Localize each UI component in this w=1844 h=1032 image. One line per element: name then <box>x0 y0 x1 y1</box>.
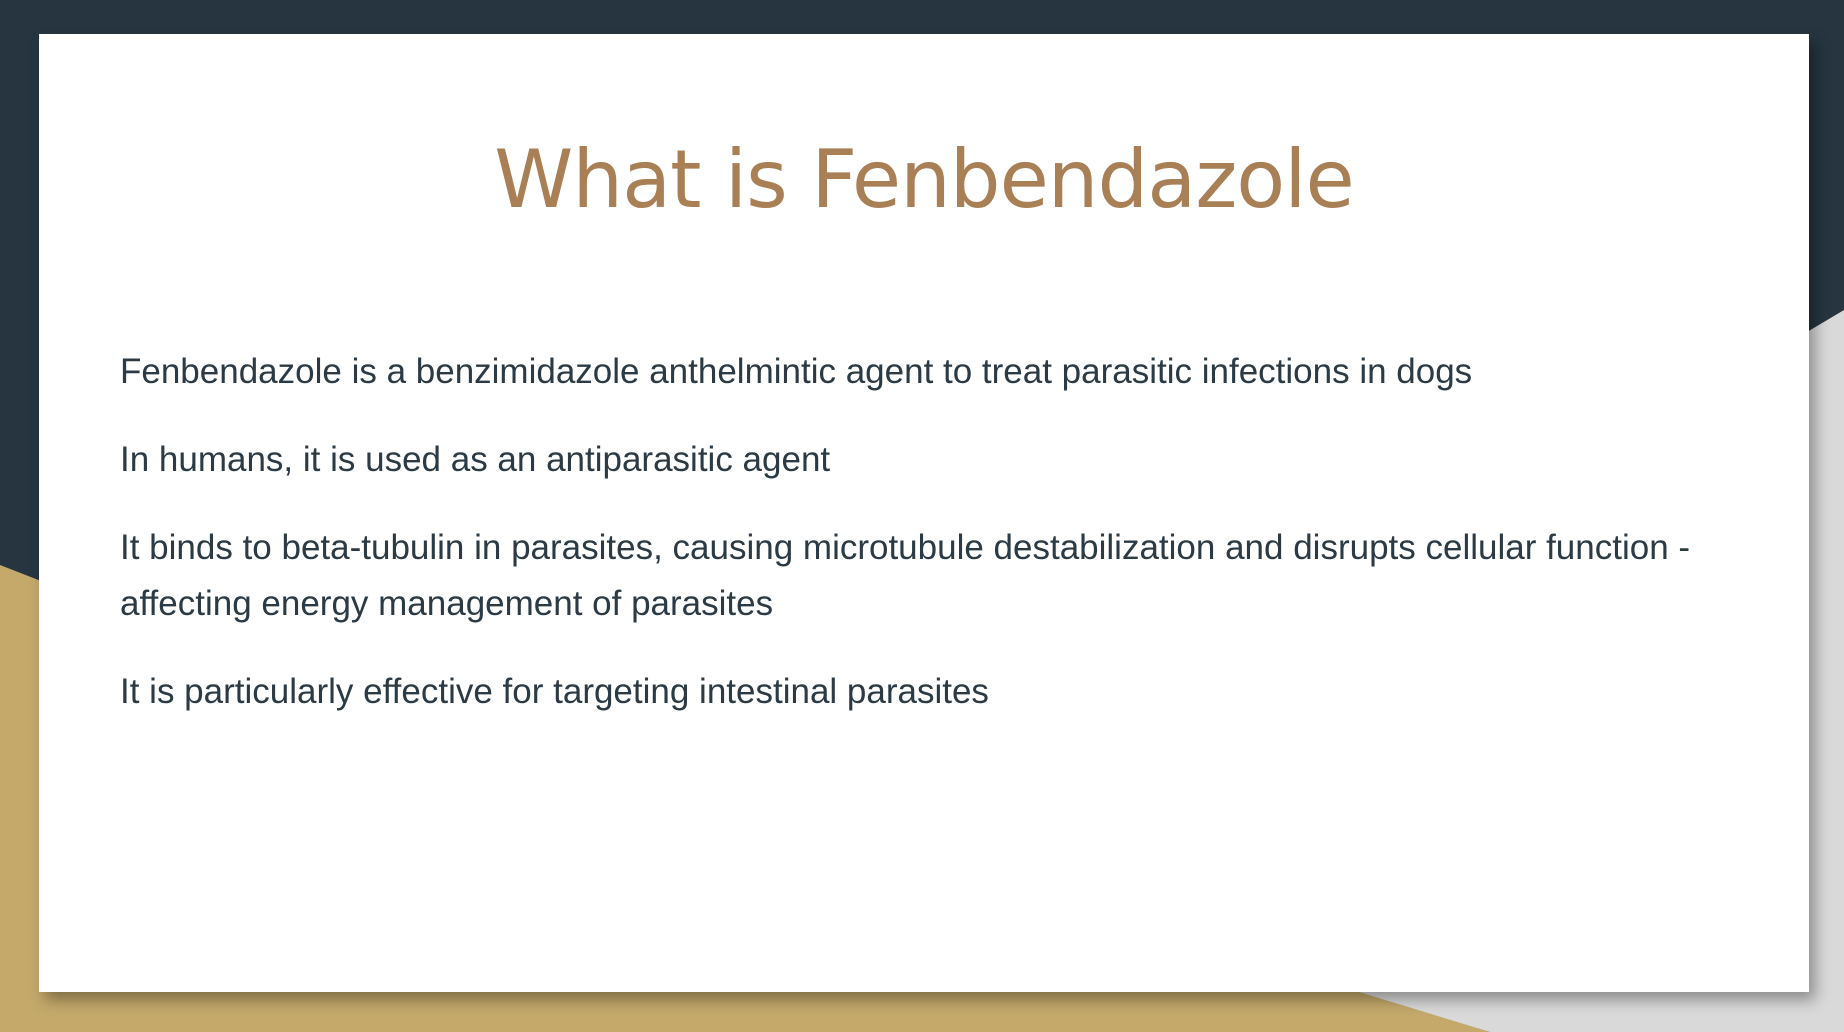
slide-title: What is Fenbendazole <box>494 133 1354 226</box>
bullet-item: Fenbendazole is a benzimidazole anthelmi… <box>120 352 1473 391</box>
bullet-item: In humans, it is used as an antiparasiti… <box>120 440 831 479</box>
slide-content-card: What is Fenbendazole Fenbendazole is a b… <box>39 34 1809 992</box>
bullet-list: Fenbendazole is a benzimidazole anthelmi… <box>120 344 1740 752</box>
bullet-item: It binds to beta-tubulin in parasites, c… <box>120 528 1691 623</box>
bullet-item: It is particularly effective for targeti… <box>120 672 989 711</box>
